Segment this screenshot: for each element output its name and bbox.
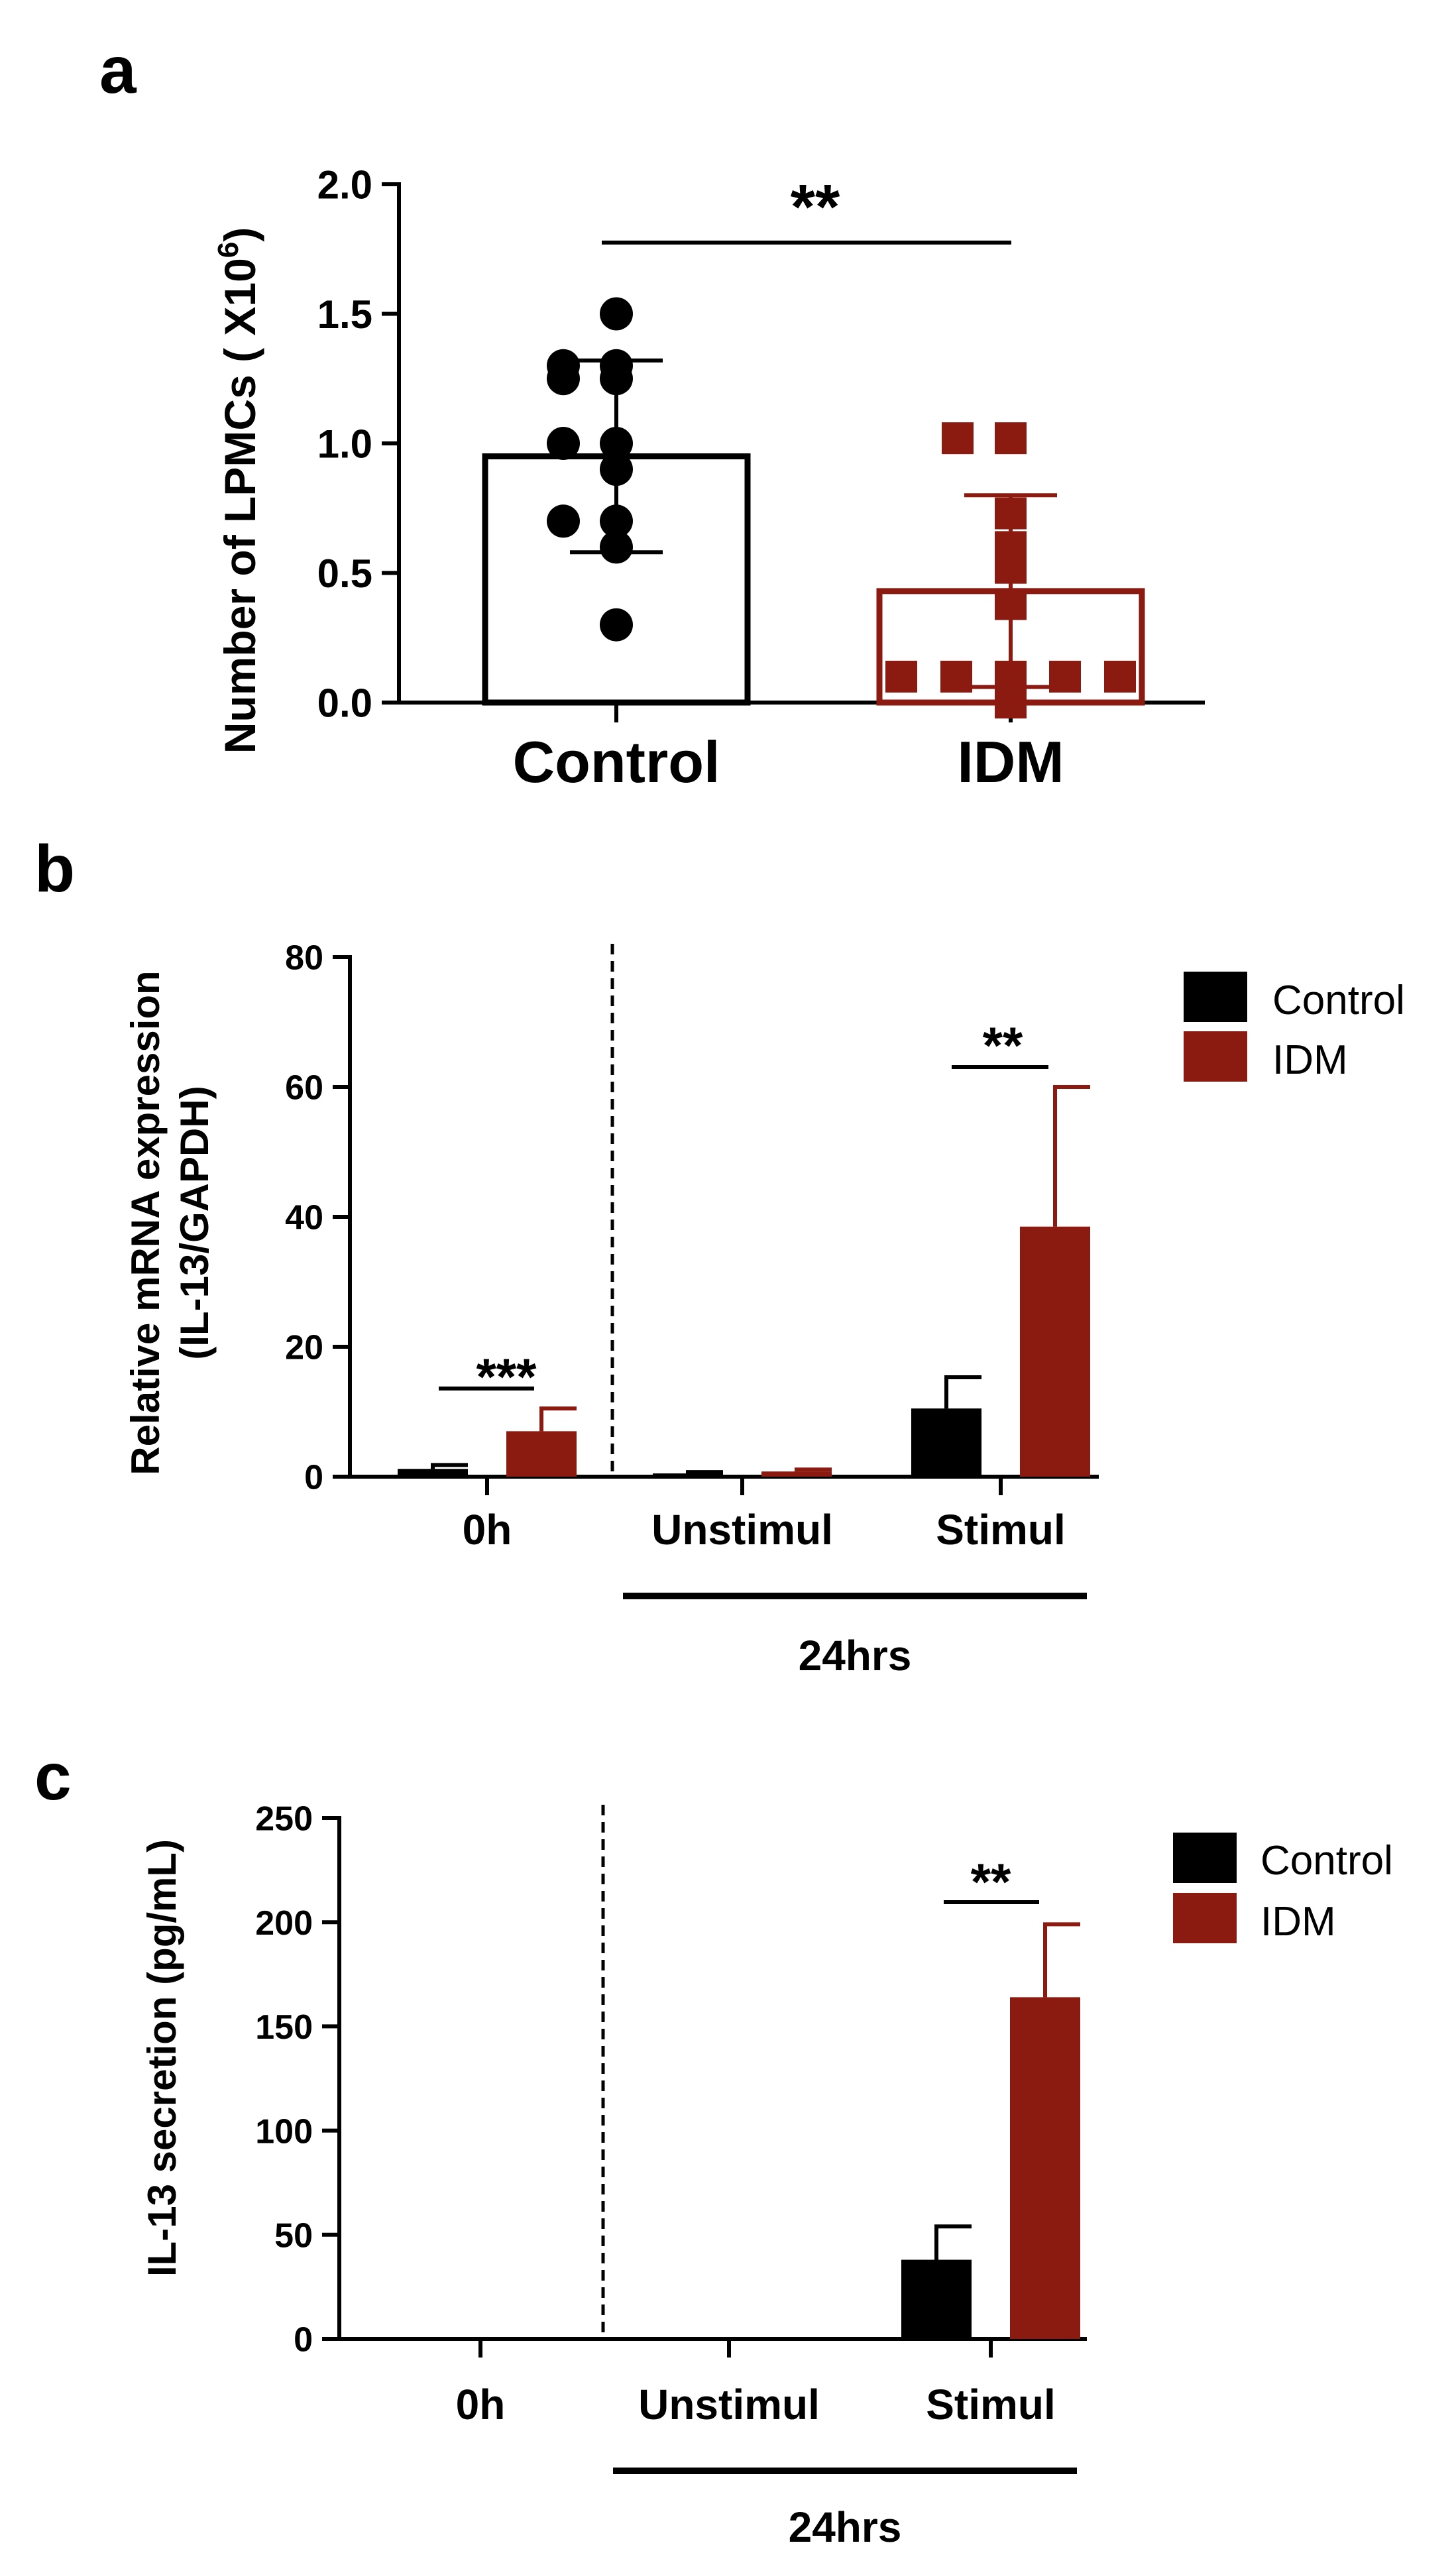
panel-a-point-idm bbox=[1049, 660, 1081, 693]
panel-a-ylabel: Number of LPMCs ( X106) bbox=[212, 227, 264, 754]
panel-c-xtick-stimul: Stimul bbox=[926, 2381, 1056, 2428]
svg-text:Number of LPMCs ( X106): Number of LPMCs ( X106) bbox=[212, 227, 264, 754]
panel-b-marks bbox=[398, 1065, 1090, 1477]
panel-b-bar-idm-stimul bbox=[1020, 1226, 1090, 1477]
panel-a-xtick-idm: IDM bbox=[957, 729, 1064, 795]
panel-c-y-tick-label: 200 bbox=[255, 1904, 313, 1943]
panel-a-point-control bbox=[547, 362, 580, 396]
panel-b-sig-0h: *** bbox=[476, 1347, 537, 1406]
panel-b-legend-swatch-control bbox=[1184, 972, 1247, 1022]
panel-a-marks bbox=[482, 241, 1145, 718]
panel-b-y-tick-label: 60 bbox=[285, 1069, 323, 1108]
panel-a-point-control bbox=[600, 427, 633, 460]
panel-c-group-label: 24hrs bbox=[789, 2503, 902, 2551]
panel-a-y-tick-label: 0.5 bbox=[317, 551, 372, 596]
panel-b-bar-control-unstimul bbox=[653, 1473, 723, 1477]
panel-b-ylabel-line2: (IL-13/GAPDH) bbox=[172, 1086, 217, 1359]
panel-a-ylabel-text: Number of LPMCs ( X10 bbox=[215, 258, 264, 754]
panel-c-y-tick-label: 0 bbox=[294, 2321, 313, 2359]
panel-b-xtick-0h: 0h bbox=[463, 1506, 512, 1554]
panel-a-point-control bbox=[600, 453, 633, 486]
panel-b-group-label: 24hrs bbox=[799, 1632, 912, 1679]
panel-a-point-control bbox=[547, 504, 580, 538]
panel-a-point-idm bbox=[995, 497, 1027, 530]
panel-c-legend-control: Control bbox=[1260, 1838, 1393, 1884]
panel-c-y-tick-label: 50 bbox=[274, 2217, 313, 2255]
panel-c-legend-swatch-idm bbox=[1173, 1893, 1237, 1943]
panel-a-y-tick-label: 1.5 bbox=[317, 292, 372, 337]
panel-a-point-control bbox=[600, 297, 633, 331]
panel-a-point-idm bbox=[942, 422, 974, 455]
panel-a-point-control bbox=[600, 608, 633, 642]
panel-b-ylabel-line1: Relative mRNA expression bbox=[123, 970, 168, 1475]
panel-b-sig-stimul: ** bbox=[983, 1016, 1023, 1074]
panel-b-ylabel: Relative mRNA expression (IL-13/GAPDH) bbox=[123, 970, 217, 1475]
panel-c-xtick-0h: 0h bbox=[456, 2381, 506, 2428]
panel-a-point-idm bbox=[995, 551, 1027, 584]
panel-a-ylabel-exponent: 6 bbox=[212, 242, 245, 258]
panel-b-axes: 0 20 40 60 80 bbox=[285, 939, 1099, 1497]
panel-a-y-tick-label: 0.0 bbox=[317, 681, 372, 726]
panel-a-y-tick-label: 1.0 bbox=[317, 422, 372, 467]
panel-c-xtick-unstimul: Unstimul bbox=[638, 2381, 820, 2428]
panel-b-xtick-stimul: Stimul bbox=[936, 1506, 1066, 1554]
panel-a: a Number of LPMCs ( X106) 0.0 0.5 1.0 1.5 2.… bbox=[99, 33, 1205, 795]
panel-c-y-tick-label: 250 bbox=[255, 1800, 313, 1839]
panel-b-y-tick-label: 40 bbox=[285, 1199, 323, 1237]
panel-b-xtick-unstimul: Unstimul bbox=[651, 1506, 833, 1554]
panel-c-bar-control-stimul bbox=[901, 2259, 972, 2339]
panel-b-bar-control-0h bbox=[398, 1469, 468, 1477]
panel-a-point-control bbox=[600, 504, 633, 538]
panel-c-letter: c bbox=[34, 1740, 72, 1814]
panel-c: c IL-13 secretion (pg/mL) 0 50 100 150 200 25… bbox=[34, 1740, 1393, 2551]
panel-b-bar-idm-0h bbox=[506, 1431, 577, 1477]
panel-a-xtick-control: Control bbox=[513, 729, 720, 795]
panel-b-y-tick-label: 20 bbox=[285, 1329, 323, 1367]
panel-a-ylabel-close: ) bbox=[215, 227, 264, 242]
panel-a-point-idm bbox=[940, 660, 972, 693]
panel-a-point-idm bbox=[995, 422, 1027, 455]
panel-b-bar-control-stimul bbox=[911, 1408, 981, 1477]
panel-c-ylabel: IL-13 secretion (pg/mL) bbox=[140, 1839, 184, 2277]
panel-a-significance: ** bbox=[791, 172, 840, 243]
panel-a-point-control bbox=[600, 362, 633, 396]
panel-b-y-tick-label: 0 bbox=[304, 1459, 323, 1497]
panel-b-legend-idm: IDM bbox=[1272, 1037, 1348, 1083]
panel-a-point-idm bbox=[995, 588, 1027, 620]
panel-a-point-idm bbox=[1104, 660, 1136, 693]
panel-b-y-tick-label: 80 bbox=[285, 939, 323, 978]
panel-b: b Relative mRNA expression (IL-13/GAPDH)… bbox=[34, 832, 1405, 1679]
panel-a-axes: 0.0 0.5 1.0 1.5 2.0 bbox=[317, 163, 1205, 726]
panel-b-legend-control: Control bbox=[1272, 978, 1405, 1023]
panel-b-legend-swatch-idm bbox=[1184, 1031, 1247, 1082]
panel-b-letter: b bbox=[34, 832, 75, 906]
panel-c-legend-idm: IDM bbox=[1260, 1899, 1336, 1945]
panel-b-bar-idm-unstimul bbox=[761, 1471, 832, 1477]
panel-a-y-tick-label: 2.0 bbox=[317, 163, 372, 207]
panel-a-point-idm bbox=[885, 660, 917, 693]
panel-c-legend-swatch-control bbox=[1173, 1833, 1237, 1883]
panel-a-point-control bbox=[600, 530, 633, 564]
panel-a-point-control bbox=[547, 427, 580, 460]
panel-c-sig-stimul: ** bbox=[971, 1852, 1011, 1911]
panel-a-point-idm bbox=[995, 687, 1027, 718]
panel-c-y-tick-label: 150 bbox=[255, 2008, 313, 2047]
panel-c-bar-idm-stimul bbox=[1010, 1997, 1080, 2339]
panel-a-letter: a bbox=[99, 33, 137, 107]
panel-c-y-tick-label: 100 bbox=[255, 2112, 313, 2151]
panel-c-marks bbox=[901, 1900, 1080, 2339]
